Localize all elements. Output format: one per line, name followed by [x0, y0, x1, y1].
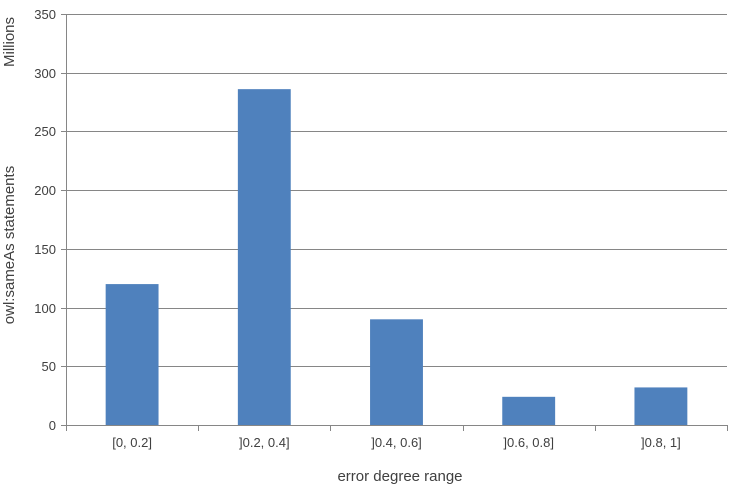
x-tick-label: ]0.2, 0.4] — [239, 435, 290, 450]
x-tick-label: ]0.6, 0.8] — [503, 435, 554, 450]
x-tick-label: ]0.4, 0.6] — [371, 435, 422, 450]
bar — [502, 396, 556, 425]
x-tick-labels: [0, 0.2] ]0.2, 0.4] ]0.4, 0.6] ]0.6, 0.8] ]0… — [112, 435, 681, 450]
bar — [105, 284, 159, 425]
bar — [634, 387, 688, 425]
bar — [370, 319, 423, 425]
y-tick-label: 100 — [34, 301, 56, 316]
y-tick-label: 200 — [34, 183, 56, 198]
y-tick-label: 0 — [49, 418, 56, 433]
x-axis-title: error degree range — [337, 468, 462, 485]
y-tick-labels: 0 50 100 150 200 250 300 350 — [34, 7, 56, 433]
y-tick-label: 250 — [34, 124, 56, 139]
x-tick-label: [0, 0.2] — [112, 435, 152, 450]
gridlines — [61, 14, 727, 426]
y-tick-label: 50 — [42, 359, 56, 374]
y-axis-title: owl:sameAs statements — [1, 166, 18, 324]
x-tick-label: ]0.8, 1] — [641, 435, 681, 450]
y-unit-label: Millions — [1, 17, 18, 67]
axes — [66, 14, 728, 431]
bar — [237, 89, 291, 425]
bars — [105, 89, 688, 425]
y-tick-label: 150 — [34, 242, 56, 257]
y-tick-label: 300 — [34, 66, 56, 81]
y-tick-label: 350 — [34, 7, 56, 22]
